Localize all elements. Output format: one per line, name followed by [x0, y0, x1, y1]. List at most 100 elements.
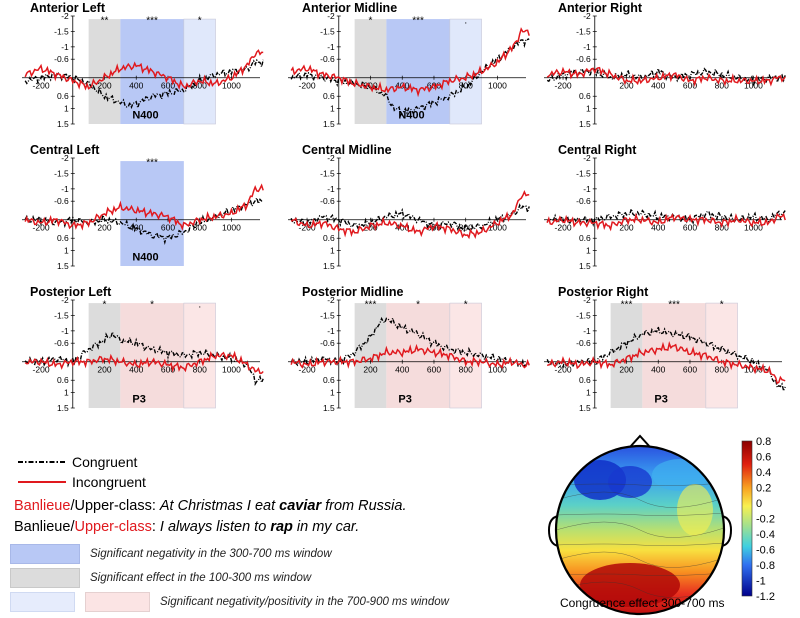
- x-tick-label: 1000: [488, 223, 507, 233]
- y-tick-label: -0.6: [320, 196, 335, 206]
- significance-stars: **: [101, 16, 109, 27]
- shade-legend-blue: Significant negativity in the 300-700 ms…: [10, 544, 332, 564]
- x-tick-label: 800: [459, 81, 473, 91]
- y-tick-label: -2: [583, 11, 591, 21]
- y-tick-label: -1.5: [54, 26, 69, 36]
- y-tick-label: -1.5: [320, 168, 335, 178]
- y-tick-label: 0.6: [57, 375, 69, 385]
- panel-title: Anterior Right: [558, 1, 643, 15]
- incongruent-series-line: [546, 341, 786, 385]
- significance-stars: ***: [365, 300, 377, 311]
- erp-panel-posterior-midline: *** * *P3-2-1.5-1-0.60.611.5-200 200 400 600 8…: [288, 285, 530, 413]
- y-tick-label: -1.5: [576, 26, 591, 36]
- congruent-line-swatch: [16, 456, 68, 468]
- y-tick-label: 0.6: [323, 375, 335, 385]
- legend-incongruent: Incongruent: [16, 472, 476, 492]
- y-tick-label: 1.5: [57, 119, 69, 129]
- example-sentence-2: Banlieue/Upper-class: I always listen to…: [14, 519, 359, 535]
- y-tick-label: 0.6: [323, 91, 335, 101]
- significance-stars: *: [369, 16, 373, 27]
- y-tick-label: 1.5: [57, 261, 69, 271]
- significance-stars: *: [464, 300, 468, 311]
- y-tick-label: -1.5: [54, 310, 69, 320]
- component-label: N400: [132, 251, 158, 263]
- x-tick-label: -200: [555, 365, 572, 375]
- congruent-series-line: [24, 58, 264, 111]
- window-blue: [386, 19, 450, 124]
- x-tick-label: -200: [33, 365, 50, 375]
- y-tick-label: 1: [64, 246, 69, 256]
- erp-panel-central-right: -2-1.5-1-0.60.611.5-200 200 400 600 800 1000C…: [544, 143, 786, 271]
- x-tick-label: 1000: [488, 365, 507, 375]
- x-tick-label: 200: [619, 223, 633, 233]
- significance-stars: .: [198, 300, 201, 311]
- significance-stars: ***: [146, 158, 158, 169]
- y-tick-label: 1.5: [579, 403, 591, 413]
- y-tick-label: -1.5: [576, 168, 591, 178]
- incongruent-series-line: [290, 343, 530, 369]
- y-tick-label: -2: [61, 295, 69, 305]
- window-gray: [354, 19, 387, 124]
- y-tick-label: -2: [61, 153, 69, 163]
- incongruent-series-line: [290, 190, 530, 240]
- sentence-2-sep: /: [70, 519, 75, 535]
- sentence-2-colon: :: [151, 519, 160, 535]
- incongruent-series-line: [546, 66, 786, 88]
- x-tick-label: 800: [193, 81, 207, 91]
- y-tick-label: -0.6: [54, 338, 69, 348]
- significance-stars: ***: [146, 16, 158, 27]
- incongruent-series-line: [24, 350, 264, 374]
- colorbar-tick-label: -0.8: [756, 560, 775, 572]
- significance-stars: *: [198, 16, 202, 27]
- x-tick-label: 800: [193, 223, 207, 233]
- erp-panel-anterior-left: ** *** *N400-2-1.5-1-0.60.611.5-200 200 400 6…: [22, 1, 264, 129]
- gray-swatch: [10, 568, 80, 588]
- erp-panel-anterior-midline: * *** .N400-2-1.5-1-0.60.611.5-200 200 400 60…: [288, 1, 530, 129]
- y-tick-label: -1: [583, 42, 591, 52]
- y-tick-label: 0.6: [57, 233, 69, 243]
- line-legend: Congruent Incongruent: [16, 452, 476, 492]
- window-pink: [386, 303, 450, 408]
- y-tick-label: 0.6: [57, 91, 69, 101]
- y-tick-label: 0.6: [323, 233, 335, 243]
- x-tick-label: 800: [193, 365, 207, 375]
- y-tick-label: 0.6: [579, 233, 591, 243]
- window-lightpink: [705, 302, 738, 409]
- lightblue-swatch: [10, 592, 75, 612]
- congruent-series-line: [24, 329, 264, 386]
- x-tick-label: 200: [619, 81, 633, 91]
- x-tick-label: 400: [129, 365, 143, 375]
- incongruent-series-line: [546, 212, 786, 232]
- sentence-1-black: Upper-class: [74, 498, 152, 514]
- x-tick-label: 200: [363, 223, 377, 233]
- shade-legend-late: Significant negativity/positivity in the…: [10, 592, 449, 612]
- shade-legend-gray-label: Significant effect in the 100-300 ms win…: [90, 572, 312, 584]
- erp-panel-posterior-right: *** *** *P3-2-1.5-1-0.60.611.5-200 200 400 60…: [544, 285, 786, 413]
- erp-panels: ** *** *N400-2-1.5-1-0.60.611.5-200 200 400 6…: [22, 1, 786, 413]
- panel-title: Posterior Midline: [302, 285, 403, 299]
- colorbar-tick-label: -0.6: [756, 545, 775, 557]
- component-label: P3: [132, 393, 145, 405]
- panel-title: Central Midline: [302, 143, 392, 157]
- y-tick-label: 1: [586, 104, 591, 114]
- x-tick-label: 600: [683, 81, 697, 91]
- x-tick-label: -200: [555, 223, 572, 233]
- y-tick-label: 1: [64, 388, 69, 398]
- y-tick-label: -0.6: [54, 196, 69, 206]
- x-tick-label: 600: [683, 223, 697, 233]
- colorbar-tick-label: 0.2: [756, 483, 771, 495]
- significance-stars: *: [103, 300, 107, 311]
- y-tick-label: 1.5: [323, 119, 335, 129]
- y-tick-label: -0.6: [576, 338, 591, 348]
- panel-title: Anterior Midline: [302, 1, 397, 15]
- x-tick-label: -200: [299, 81, 316, 91]
- topo-contour: [556, 482, 724, 486]
- y-tick-label: 0.6: [579, 91, 591, 101]
- blue-swatch: [10, 544, 80, 564]
- y-tick-label: -1.5: [320, 26, 335, 36]
- legend-congruent: Congruent: [16, 452, 476, 472]
- congruent-series-line: [290, 203, 530, 233]
- component-label: N400: [398, 109, 424, 121]
- colorbar-tick-label: 0.6: [756, 452, 771, 464]
